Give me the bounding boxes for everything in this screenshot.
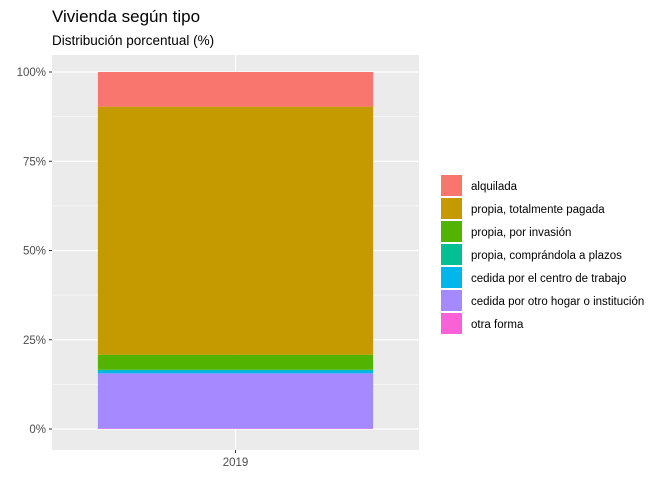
legend-swatch [441,175,462,196]
y-tick-label: 100% [17,67,46,79]
bar-segment [97,354,374,370]
bar-segments [97,72,374,429]
bar-segment [97,369,374,371]
y-tick-label: 50% [23,246,46,258]
legend-swatch [441,198,462,219]
legend-label: propia, comprándola a plazos [471,250,622,262]
legend: alquilada propia, totalmente pagada propia… [441,175,644,334]
chart-subtitle: Distribución porcentual (%) [52,33,214,48]
legend-swatch [441,267,462,288]
x-axis: 2019 [223,450,249,469]
bar-segment [97,72,374,107]
bar-segment [97,370,374,374]
legend-label: propia, por invasión [471,227,571,239]
bar-segment [97,373,374,429]
legend-label: cedida por otro hogar o institución [471,296,644,308]
y-tick-label: 75% [23,156,46,168]
legend-swatch [441,290,462,311]
y-tick-label: 25% [23,335,46,347]
bar-segment [97,106,374,355]
y-axis: 0% 25% 50% 75% 100% [17,67,52,436]
legend-label: propia, totalmente pagada [471,204,605,216]
legend-label: cedida por el centro de trabajo [471,273,626,285]
y-tick-label: 0% [29,424,46,436]
chart-title: Vivienda según tipo [52,7,200,26]
legend-swatch [441,313,462,334]
legend-label: alquilada [471,181,518,193]
legend-swatch [441,221,462,242]
legend-swatch [441,244,462,265]
x-tick-label: 2019 [223,457,249,469]
legend-label: otra forma [471,319,524,331]
